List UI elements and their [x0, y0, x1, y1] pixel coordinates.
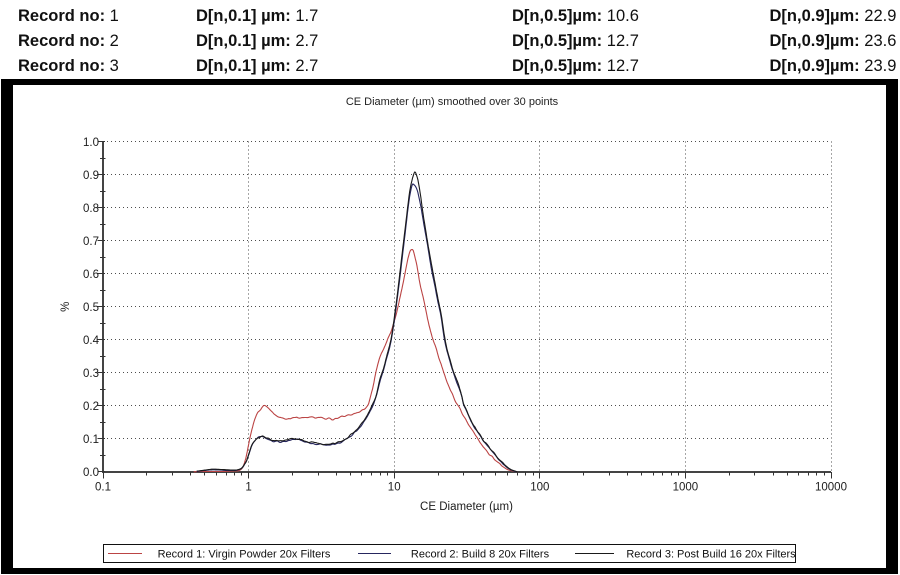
svg-text:1000: 1000 — [673, 482, 699, 494]
svg-text:D[n,0.9]µm: 23.9: D[n,0.9]µm: 23.9 — [770, 57, 897, 75]
svg-text:CE Diameter (µm) smoothed over: CE Diameter (µm) smoothed over 30 points — [346, 96, 559, 108]
svg-text:Record no: 2: Record no: 2 — [18, 32, 119, 50]
svg-text:10: 10 — [388, 482, 401, 494]
svg-text:0.2: 0.2 — [83, 401, 99, 413]
svg-text:0.1: 0.1 — [83, 434, 99, 446]
svg-text:0.3: 0.3 — [83, 368, 99, 380]
svg-text:Record 3: Post Build 16 20x Fi: Record 3: Post Build 16 20x Filters — [626, 549, 796, 561]
svg-text:0.7: 0.7 — [83, 236, 99, 248]
svg-text:%: % — [60, 302, 72, 312]
svg-text:D[n,0.9]µm: 23.6: D[n,0.9]µm: 23.6 — [770, 32, 897, 50]
svg-text:10000: 10000 — [815, 482, 847, 494]
svg-text:0.5: 0.5 — [83, 302, 99, 314]
svg-text:0.6: 0.6 — [83, 269, 99, 281]
svg-text:Record no: 3: Record no: 3 — [18, 57, 119, 75]
svg-text:1.0: 1.0 — [83, 137, 99, 149]
svg-text:Record 1: Virgin Powder 20x Fi: Record 1: Virgin Powder 20x Filters — [158, 549, 331, 561]
svg-text:1: 1 — [245, 482, 251, 494]
svg-text:0.0: 0.0 — [83, 467, 99, 479]
svg-text:Record 2: Build 8 20x Filters: Record 2: Build 8 20x Filters — [411, 549, 550, 561]
svg-text:D[n,0.1] µm: 1.7: D[n,0.1] µm: 1.7 — [196, 7, 318, 25]
svg-text:D[n,0.1] µm: 2.7: D[n,0.1] µm: 2.7 — [196, 32, 318, 50]
svg-text:D[n,0.5]µm: 12.7: D[n,0.5]µm: 12.7 — [512, 32, 639, 50]
svg-text:D[n,0.1] µm: 2.7: D[n,0.1] µm: 2.7 — [196, 57, 318, 75]
svg-text:D[n,0.5]µm: 12.7: D[n,0.5]µm: 12.7 — [512, 57, 639, 75]
svg-text:100: 100 — [530, 482, 549, 494]
svg-text:D[n,0.5]µm: 10.6: D[n,0.5]µm: 10.6 — [512, 7, 639, 25]
svg-text:0.9: 0.9 — [83, 170, 99, 182]
svg-text:0.1: 0.1 — [95, 482, 111, 494]
svg-text:0.8: 0.8 — [83, 203, 99, 215]
svg-text:0.4: 0.4 — [83, 335, 100, 347]
svg-text:D[n,0.9]µm: 22.9: D[n,0.9]µm: 22.9 — [770, 7, 897, 25]
svg-text:Record no: 1: Record no: 1 — [18, 7, 119, 25]
svg-text:CE Diameter (µm): CE Diameter (µm) — [420, 501, 513, 513]
